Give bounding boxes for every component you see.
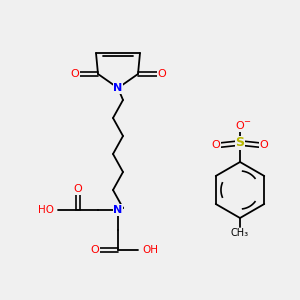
Text: O: O [236,121,244,131]
Text: OH: OH [142,245,158,255]
Text: −: − [244,118,250,127]
Text: O: O [70,69,80,79]
Text: O: O [74,184,82,194]
Text: O: O [260,140,268,150]
Text: N: N [113,205,123,215]
Text: N: N [113,83,123,93]
Text: O: O [91,245,99,255]
Text: CH₃: CH₃ [231,228,249,238]
Text: O: O [212,140,220,150]
Text: HO: HO [38,205,54,215]
Text: O: O [158,69,166,79]
Text: S: S [236,136,244,149]
